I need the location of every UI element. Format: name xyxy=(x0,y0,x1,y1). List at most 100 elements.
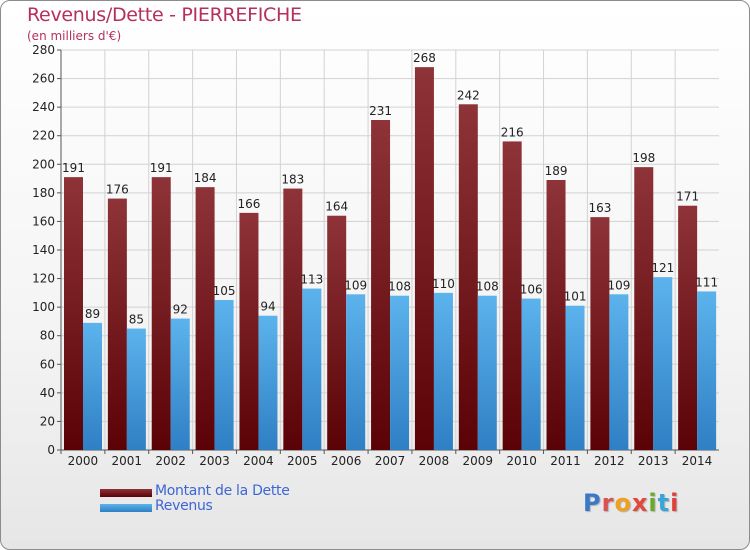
y-tick-label: 160 xyxy=(32,214,55,228)
data-label-dette: 198 xyxy=(632,151,655,165)
bar-dette xyxy=(414,67,434,451)
data-label-revenus: 113 xyxy=(300,273,323,287)
data-label-revenus: 109 xyxy=(344,278,367,292)
bar-revenus xyxy=(565,305,585,450)
bar-dette xyxy=(327,215,347,450)
bar-revenus xyxy=(390,295,410,450)
bar-revenus xyxy=(653,277,673,450)
x-tick-label: 2000 xyxy=(68,454,99,468)
bar-revenus xyxy=(83,322,102,450)
bars xyxy=(64,67,717,451)
data-label-revenus: 105 xyxy=(213,284,236,298)
bar-dette xyxy=(151,177,171,450)
y-tick-label: 0 xyxy=(47,443,55,457)
data-label-dette: 189 xyxy=(545,164,568,178)
data-label-dette: 191 xyxy=(150,161,173,175)
logo-letter: o xyxy=(614,489,632,517)
bar-revenus xyxy=(170,318,190,450)
bar-dette xyxy=(195,187,215,450)
data-label-dette: 231 xyxy=(369,104,392,118)
y-tick-label: 260 xyxy=(32,72,55,86)
bar-revenus xyxy=(346,294,366,450)
data-label-revenus: 92 xyxy=(173,303,188,317)
logo-letter: r xyxy=(601,489,615,517)
logo-letter: i xyxy=(648,489,658,517)
bar-revenus xyxy=(697,291,717,450)
bar-dette xyxy=(64,177,83,450)
legend-label-revenus: Revenus xyxy=(155,498,213,514)
bar-dette xyxy=(283,188,303,451)
bar-revenus xyxy=(609,294,629,450)
logo-letter: t xyxy=(657,489,671,517)
data-label-revenus: 106 xyxy=(520,283,543,297)
x-tick-label: 2008 xyxy=(419,454,450,468)
y-tick-label: 40 xyxy=(40,386,55,400)
data-label-revenus: 110 xyxy=(432,277,455,291)
bar-dette xyxy=(502,141,522,450)
y-tick-label: 240 xyxy=(32,100,55,114)
x-tick-label: 2007 xyxy=(375,454,406,468)
x-tick-label: 2011 xyxy=(550,454,581,468)
bar-dette xyxy=(107,198,127,450)
x-tick-label: 2010 xyxy=(506,454,537,468)
y-tick-label: 80 xyxy=(40,329,55,343)
x-tick-label: 2003 xyxy=(199,454,230,468)
data-label-revenus: 101 xyxy=(564,290,587,304)
bar-dette xyxy=(371,120,391,450)
y-tick-label: 220 xyxy=(32,129,55,143)
logo-letter: x xyxy=(631,489,649,517)
y-tick-label: 100 xyxy=(32,300,55,314)
data-label-revenus: 89 xyxy=(85,307,100,321)
data-label-dette: 171 xyxy=(676,190,699,204)
chart-subtitle: (en milliers d'€) xyxy=(27,29,122,43)
x-tick-label: 2004 xyxy=(243,454,274,468)
bar-revenus xyxy=(302,288,322,450)
legend-label-dette: Montant de la Dette xyxy=(155,483,290,499)
logo-letter: P xyxy=(583,489,602,517)
y-tick-label: 200 xyxy=(32,157,55,171)
y-tick-label: 60 xyxy=(40,357,55,371)
chart-title: Revenus/Dette - PIERREFICHE xyxy=(27,4,302,26)
data-label-dette: 242 xyxy=(457,88,480,102)
y-tick-label: 140 xyxy=(32,243,55,257)
x-tick-label: 2012 xyxy=(594,454,625,468)
y-tick-label: 120 xyxy=(32,272,55,286)
bar-dette xyxy=(239,212,259,450)
y-tick-label: 20 xyxy=(40,414,55,428)
bar-revenus xyxy=(521,298,541,450)
data-label-dette: 216 xyxy=(501,125,524,139)
data-label-dette: 183 xyxy=(281,173,304,187)
bar-dette xyxy=(458,104,478,451)
x-tick-label: 2013 xyxy=(638,454,669,468)
x-tick-label: 2006 xyxy=(331,454,362,468)
legend-swatch-dette xyxy=(100,489,152,497)
x-tick-label: 2009 xyxy=(462,454,493,468)
data-label-revenus: 109 xyxy=(607,278,630,292)
data-label-dette: 191 xyxy=(62,161,85,175)
data-label-dette: 163 xyxy=(588,201,611,215)
x-tick-label: 2002 xyxy=(155,454,186,468)
bar-dette xyxy=(634,167,654,450)
data-label-revenus: 108 xyxy=(476,280,499,294)
data-label-dette: 166 xyxy=(238,197,261,211)
bar-revenus xyxy=(433,292,453,450)
bar-revenus xyxy=(258,315,278,450)
data-label-revenus: 111 xyxy=(695,275,718,289)
bar-revenus xyxy=(477,295,497,450)
bar-dette xyxy=(678,205,698,450)
data-label-dette: 268 xyxy=(413,51,436,65)
data-label-revenus: 94 xyxy=(260,300,275,314)
data-label-revenus: 108 xyxy=(388,280,411,294)
x-tick-label: 2005 xyxy=(287,454,318,468)
data-label-dette: 164 xyxy=(325,200,348,214)
x-tick-label: 2014 xyxy=(682,454,713,468)
data-label-dette: 176 xyxy=(106,183,129,197)
bar-dette xyxy=(590,217,610,450)
bar-revenus xyxy=(126,328,146,450)
bar-revenus xyxy=(214,300,234,450)
data-label-revenus: 85 xyxy=(129,313,144,327)
x-tick-label: 2001 xyxy=(112,454,143,468)
y-tick-label: 280 xyxy=(32,43,55,57)
data-labels: 191 89 176 85 191 92 184 105 166 94 183 113 164 109 23… xyxy=(62,51,718,326)
